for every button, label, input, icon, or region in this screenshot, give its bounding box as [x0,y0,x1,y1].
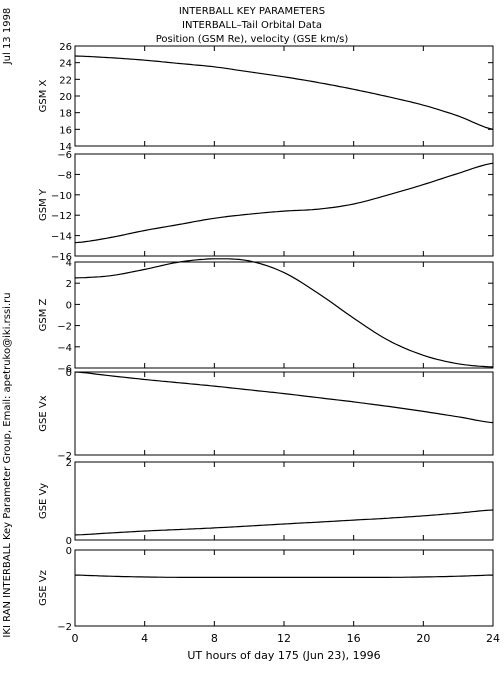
y-tick-label: 2 [66,279,72,290]
series-line [74,371,494,424]
y-tick-label: 4 [66,258,72,269]
y-tick-label: −4 [57,343,72,354]
y-tick-label: −2 [57,622,72,633]
y-tick-label: 0 [66,536,72,547]
y-tick-label: −6 [57,364,72,375]
y-axis-label: GSE Vy [38,483,49,519]
x-tick-label: 24 [486,632,500,645]
y-tick-label: 2 [66,458,72,469]
series-line [74,258,494,368]
panel-frame [74,549,494,627]
y-axis-label: GSM Z [38,298,49,331]
x-tick-label: 8 [211,632,218,645]
x-tick-label: 20 [416,632,430,645]
y-tick-label: 0 [66,546,72,557]
series-line [74,162,494,244]
y-tick-label: 0 [66,368,72,379]
panel-frame [74,461,494,541]
y-tick-label: 14 [59,142,72,153]
units-title: Position (GSM Re), velocity (GSE km/s) [156,34,349,45]
sub-title: INTERBALL–Tail Orbital Data [182,20,322,31]
y-tick-label: 20 [59,92,72,103]
y-tick-label: −6 [57,150,72,161]
panel-frame [74,153,494,257]
y-tick-label: −10 [51,191,72,202]
y-tick-label: 18 [59,109,72,120]
credit-line: IKI RAN INTERBALL Key Parameter Group, E… [2,292,13,637]
y-tick-label: 22 [59,75,72,86]
y-axis-label: GSE Vx [38,395,49,431]
series-line [75,574,493,578]
panel-frame [74,261,494,369]
y-tick-label: −2 [57,322,72,333]
x-axis-label: UT hours of day 175 (Jun 23), 1996 [187,649,380,662]
x-tick-label: 4 [141,632,148,645]
y-tick-label: −8 [57,170,72,181]
y-tick-label: −16 [51,252,72,263]
y-tick-label: 24 [59,59,72,70]
panel-frame [74,371,494,456]
x-tick-label: 12 [277,632,291,645]
y-tick-label: 26 [59,42,72,53]
panel-frame [74,45,494,147]
y-tick-label: −12 [51,211,72,222]
y-tick-label: 16 [59,125,72,136]
y-tick-label: −2 [57,451,72,462]
series-line [74,55,494,130]
y-tick-label: 0 [66,300,72,311]
date-stamp: Jul 13 1998 [2,8,13,66]
y-tick-label: −14 [51,232,72,243]
y-axis-label: GSE Vz [38,570,49,606]
main-title: INTERBALL KEY PARAMETERS [179,6,325,17]
series-line [74,509,494,536]
x-tick-label: 16 [347,632,361,645]
x-tick-label: 0 [72,632,79,645]
y-axis-label: GSM Y [38,188,49,221]
y-axis-label: GSM X [38,79,49,112]
